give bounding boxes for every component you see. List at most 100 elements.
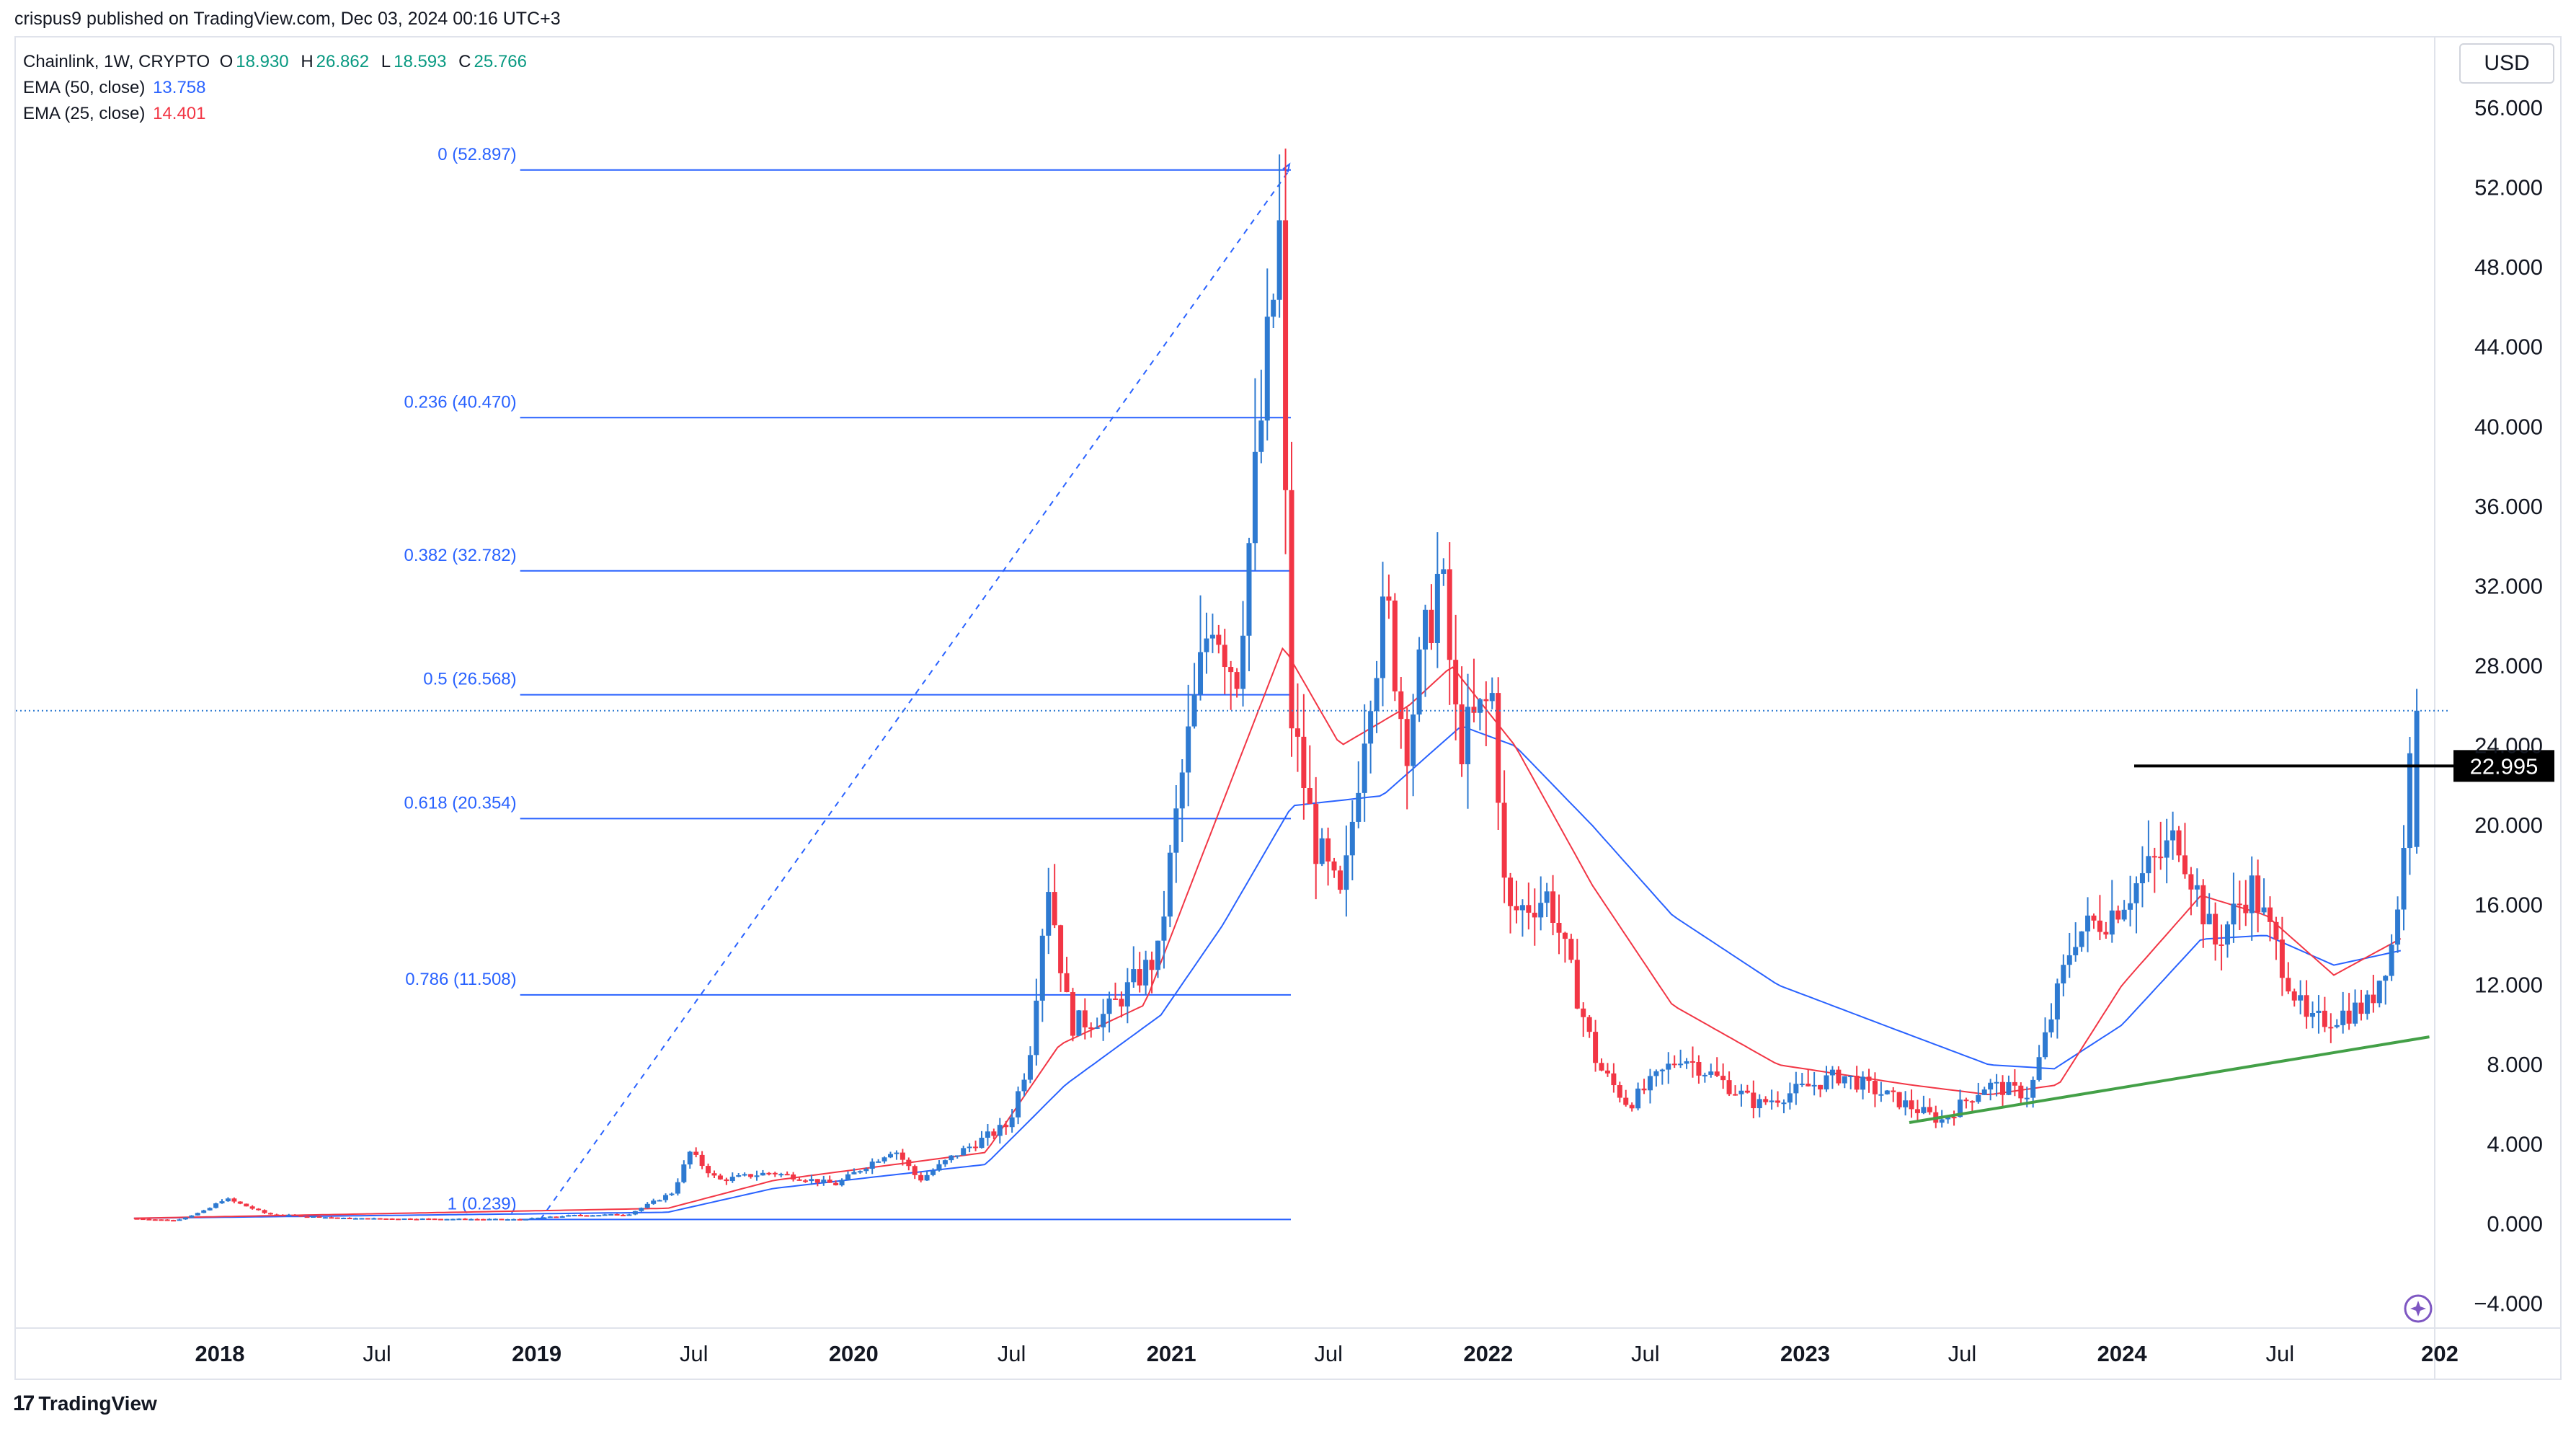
ema50-path [133, 726, 2402, 1219]
candle-body [1161, 916, 1167, 941]
candle-body [1708, 1071, 1714, 1075]
candle-body [2206, 913, 2212, 925]
candle-body [1860, 1076, 1866, 1090]
tradingview-logo[interactable]: 17 TradingView [13, 1392, 157, 1416]
candle [1568, 934, 1574, 963]
candle [1155, 940, 1161, 978]
candle-body [1155, 940, 1161, 970]
price-axis[interactable]: −4.000 0.000 4.000 8.000 12.000 16.000 20.000 2… [2474, 95, 2543, 1317]
candle [724, 1177, 729, 1185]
candle-body [2376, 981, 2382, 1004]
candle-body [1629, 1105, 1635, 1109]
candle [2219, 924, 2224, 971]
candle-body [1544, 891, 1550, 903]
candle [766, 1172, 772, 1176]
candle-body [1939, 1119, 1945, 1123]
candle-body [566, 1215, 572, 1217]
candle-body [1581, 1008, 1586, 1017]
candle-body [2018, 1085, 2024, 1099]
candle [2188, 867, 2194, 916]
price-tick-label: 16.000 [2474, 893, 2543, 918]
candle [2073, 922, 2079, 962]
candle-body [742, 1174, 747, 1176]
candle [936, 1160, 942, 1172]
candle-body [1027, 1055, 1033, 1080]
candle-body [1325, 838, 1331, 862]
candle-body [1441, 569, 1447, 574]
candle [511, 1218, 517, 1221]
low-label: L [381, 52, 391, 71]
candle-body [1234, 672, 1240, 689]
candle-body [432, 1218, 438, 1221]
drawings[interactable]: 22.995 [16, 709, 2554, 1124]
candle-body [1903, 1100, 1909, 1107]
candle [918, 1172, 924, 1182]
candle [1508, 872, 1514, 934]
candle [2243, 880, 2249, 926]
candle-body [821, 1180, 827, 1183]
candle [881, 1156, 887, 1164]
candle-body [961, 1148, 967, 1156]
candle-body [298, 1215, 304, 1217]
candle [140, 1218, 146, 1221]
candle-body [2310, 1013, 2316, 1017]
candle-body [1623, 1097, 1629, 1105]
candle-body [1046, 892, 1052, 936]
price-tick-label: 56.000 [2474, 95, 2543, 120]
candle-body [1799, 1083, 1805, 1085]
candle-body [827, 1180, 832, 1183]
candle [1064, 957, 1070, 993]
candle [134, 1218, 140, 1220]
time-tick-label: Jul [998, 1341, 1026, 1366]
candle-body [523, 1218, 529, 1221]
fibonacci-retracement[interactable]: 0 (52.897) 0.236 (40.470) 0.382 (32.782) 0.… [404, 145, 1291, 1221]
candle [1611, 1063, 1617, 1093]
candle-body [1034, 1000, 1039, 1056]
candle-body [1866, 1076, 1872, 1081]
candle [2364, 990, 2370, 1020]
candle-body [2158, 857, 2164, 859]
candle [2353, 989, 2358, 1027]
time-axis[interactable]: 2018 Jul 2019 Jul 2020 Jul 2021 Jul 2022 Jul 2023 J… [195, 1341, 2459, 1366]
candle [1811, 1071, 1817, 1096]
candle [1635, 1082, 1641, 1111]
close-value: 25.766 [474, 52, 527, 71]
candle [1951, 1110, 1957, 1126]
candle-body [1112, 998, 1118, 1000]
candle-body [1769, 1100, 1775, 1102]
candle-body [383, 1218, 389, 1220]
candle [1276, 154, 1282, 318]
legend-ema25-row[interactable]: EMA (25, close) 14.401 [23, 101, 534, 127]
candle [1034, 978, 1039, 1066]
candle [329, 1216, 334, 1219]
support-trendline[interactable] [1909, 1035, 2430, 1124]
candle-body [1848, 1076, 1854, 1078]
candle-body [1058, 925, 1064, 973]
candle [1733, 1085, 1738, 1096]
candle-body [1951, 1117, 1957, 1119]
candle [1720, 1063, 1726, 1089]
candle [195, 1212, 200, 1216]
candle-body [189, 1215, 195, 1218]
candle [639, 1207, 644, 1212]
candle-body [1039, 935, 1045, 1001]
candle-body [1568, 939, 1574, 960]
candle-body [602, 1214, 608, 1216]
fib-level-label: 0.618 (20.354) [404, 793, 517, 813]
candle [1137, 952, 1142, 993]
candle-body [492, 1218, 498, 1221]
candle [1441, 558, 1447, 586]
time-tick-label: 2021 [1147, 1341, 1196, 1366]
candle-body [1914, 1109, 1920, 1113]
candle [778, 1172, 784, 1177]
candle [2109, 880, 2115, 943]
candle [1434, 532, 1440, 668]
candle [1756, 1094, 1762, 1118]
compass-icon[interactable] [2404, 1294, 2433, 1323]
legend-ema50-row[interactable]: EMA (50, close) 13.758 [23, 75, 534, 101]
candle [2121, 900, 2127, 921]
candle-body [1368, 711, 1374, 744]
currency-button[interactable]: USD [2459, 43, 2554, 84]
candle [462, 1218, 468, 1221]
